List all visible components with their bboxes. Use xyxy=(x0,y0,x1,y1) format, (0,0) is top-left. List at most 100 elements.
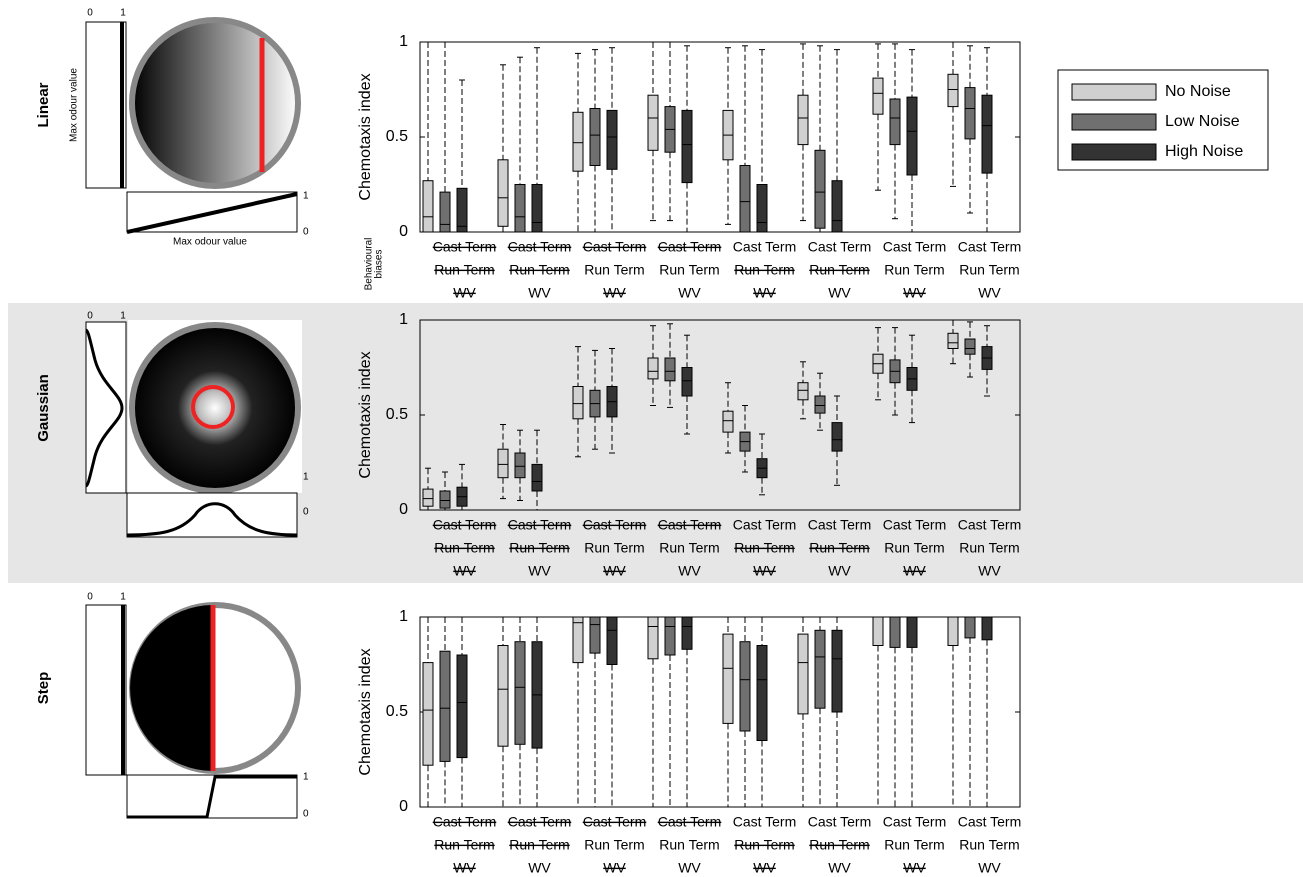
category-label: Cast Term xyxy=(733,239,797,255)
box xyxy=(982,95,992,173)
box xyxy=(965,88,975,139)
category-label: Cast Term xyxy=(583,517,647,533)
category-label: Run Term xyxy=(959,540,1019,556)
profile-tick: 0 xyxy=(87,8,93,19)
category-label: Run Term xyxy=(659,837,719,853)
box xyxy=(890,617,900,647)
category-label: Run Term xyxy=(959,262,1019,278)
box xyxy=(907,617,917,647)
box xyxy=(607,617,617,665)
category-label: WV xyxy=(453,563,476,579)
arena xyxy=(132,20,298,186)
profile-y-label: Max odour value xyxy=(69,68,80,142)
box xyxy=(815,630,825,708)
category-label: Cast Term xyxy=(583,814,647,830)
profile-tick: 1 xyxy=(120,8,126,19)
box xyxy=(740,166,750,233)
profile-tick: 0 xyxy=(303,507,309,518)
linear-profile: Linear 0 1 Max odour value 1 0 Max odour… xyxy=(35,8,309,248)
category-label: Cast Term xyxy=(433,517,497,533)
box xyxy=(907,97,917,175)
profile-tick: 1 xyxy=(303,191,309,202)
category-label: Cast Term xyxy=(658,517,722,533)
box xyxy=(890,99,900,145)
category-label: WV xyxy=(903,563,926,579)
category-label: WV xyxy=(753,285,776,301)
category-label: Run Term xyxy=(809,837,869,853)
category-label: WV xyxy=(678,860,701,876)
box xyxy=(982,617,992,640)
category-label: Run Term xyxy=(809,540,869,556)
category-label: WV xyxy=(603,285,626,301)
y-tick-label: 1 xyxy=(399,311,408,328)
box xyxy=(515,642,525,745)
category-label: Run Term xyxy=(659,262,719,278)
box xyxy=(965,339,975,354)
profile-tick: 1 xyxy=(120,592,126,603)
category-label: Run Term xyxy=(734,262,794,278)
box xyxy=(832,630,842,712)
category-label: WV xyxy=(453,860,476,876)
box xyxy=(457,655,467,758)
category-label: WV xyxy=(528,563,551,579)
y-tick-label: 0.5 xyxy=(386,406,408,423)
y-axis-label: Chemotaxis index xyxy=(357,648,374,775)
box xyxy=(948,617,958,646)
box xyxy=(948,74,958,106)
category-label: Cast Term xyxy=(508,814,572,830)
category-label: WV xyxy=(828,860,851,876)
category-label: Cast Term xyxy=(958,814,1022,830)
category-label: WV xyxy=(603,563,626,579)
box xyxy=(723,411,733,432)
category-label: Cast Term xyxy=(433,814,497,830)
y-axis-label: Chemotaxis index xyxy=(357,73,374,200)
profile-box xyxy=(127,493,297,537)
figure: Linear 0 1 Max odour value 1 0 Max odour… xyxy=(0,0,1303,877)
category-label: Cast Term xyxy=(658,239,722,255)
profile-tick: 0 xyxy=(303,809,309,820)
category-label: WV xyxy=(678,285,701,301)
box xyxy=(423,181,433,232)
y-tick-label: 1 xyxy=(399,33,408,50)
legend-swatch xyxy=(1072,84,1156,100)
row-label: Gaussian xyxy=(35,374,52,442)
category-label: WV xyxy=(753,563,776,579)
category-label: WV xyxy=(978,563,1001,579)
box xyxy=(498,160,508,227)
arena-half xyxy=(130,605,213,771)
box xyxy=(423,663,433,766)
category-label: Cast Term xyxy=(733,814,797,830)
box xyxy=(648,358,658,379)
legend-label: High Noise xyxy=(1165,143,1243,160)
box xyxy=(798,95,808,144)
category-label: WV xyxy=(903,285,926,301)
box xyxy=(440,651,450,761)
plot-frame xyxy=(420,617,1020,807)
category-label: Cast Term xyxy=(808,517,872,533)
box xyxy=(740,642,750,731)
profile-tick: 1 xyxy=(120,311,126,322)
category-label: Cast Term xyxy=(883,239,947,255)
profile-x-label: Max odour value xyxy=(173,237,247,248)
box xyxy=(457,188,467,232)
legend-swatch xyxy=(1072,144,1156,160)
box xyxy=(515,185,525,233)
category-label: Cast Term xyxy=(508,517,572,533)
box xyxy=(498,646,508,747)
category-label: Run Term xyxy=(584,540,644,556)
legend-label: Low Noise xyxy=(1165,113,1240,130)
profile-tick: 1 xyxy=(303,772,309,783)
category-label: WV xyxy=(828,563,851,579)
category-label: Cast Term xyxy=(508,239,572,255)
category-label: Run Term xyxy=(884,262,944,278)
category-label: WV xyxy=(978,285,1001,301)
box xyxy=(873,78,883,114)
box xyxy=(815,396,825,413)
box xyxy=(832,423,842,452)
profile-tick: 0 xyxy=(87,311,93,322)
category-label: Run Term xyxy=(959,837,1019,853)
category-label: Run Term xyxy=(434,837,494,853)
category-label: Cast Term xyxy=(733,517,797,533)
category-label: WV xyxy=(903,860,926,876)
box xyxy=(682,368,692,397)
